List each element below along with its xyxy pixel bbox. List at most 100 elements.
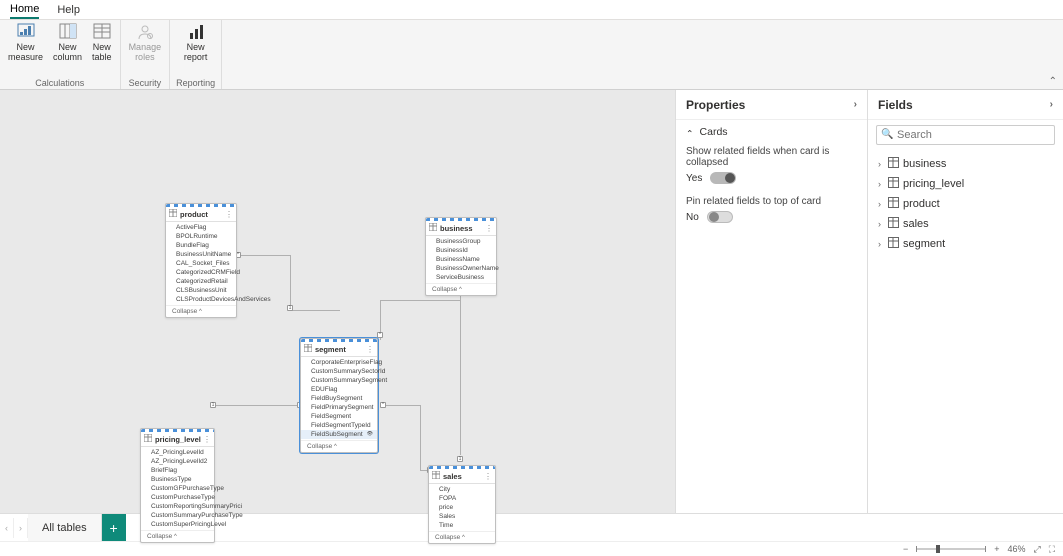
card-field[interactable]: CustomReportingSummaryPrici (141, 502, 214, 511)
status-bar: − + 46% ⤢ ⛶ (0, 541, 1063, 556)
report-icon (187, 23, 205, 41)
card-field[interactable]: FieldSegment (301, 412, 377, 421)
properties-section-cards[interactable]: ⌄ Cards (686, 126, 857, 138)
field-item-segment[interactable]: ›segment (876, 234, 1055, 254)
card-field[interactable]: ActiveFlag (166, 223, 236, 232)
card-field[interactable]: CustomSummaryPurchaseType (141, 511, 214, 520)
card-field[interactable]: City (429, 485, 495, 494)
card-field[interactable]: CustomSuperPricingLevel (141, 520, 214, 529)
manage-roles-button[interactable]: Manage roles (127, 22, 164, 64)
card-product[interactable]: product ⋮ ActiveFlagBPOLRuntimeBundleFla… (165, 203, 237, 318)
column-icon (59, 23, 77, 41)
table-icon (429, 223, 437, 233)
card-pricing-collapse[interactable]: Collapse (141, 530, 214, 542)
card-segment[interactable]: segment ⋮ CorporateEnterpriseFlagCustomS… (300, 338, 378, 453)
card-field[interactable]: BusinessGroup (426, 237, 496, 246)
card-field[interactable]: BusinessType (141, 475, 214, 484)
new-table-button[interactable]: New table (90, 22, 114, 64)
zoom-slider[interactable] (916, 548, 986, 550)
prop-show-related-value: Yes (686, 173, 702, 184)
card-business-collapse[interactable]: Collapse (426, 283, 496, 295)
card-field[interactable]: FieldSubSegment👁 (301, 430, 377, 439)
prop-show-related-label: Show related fields when card is collaps… (686, 146, 857, 168)
new-measure-button[interactable]: New measure (6, 22, 45, 64)
card-field[interactable]: AZ_PricingLevelId (141, 448, 214, 457)
card-field[interactable]: CLSBusinessUnit (166, 286, 236, 295)
tabs-prev-button[interactable]: ‹ (0, 518, 14, 538)
fit-to-page-icon[interactable]: ⤢ (1033, 544, 1040, 555)
table-icon (888, 217, 899, 231)
full-screen-icon[interactable]: ⛶ (1049, 544, 1055, 555)
model-canvas[interactable]: * 1 1 * 1 * * 1 * 1 product ⋮ ActiveFlag… (0, 90, 675, 513)
card-field[interactable]: BusinessName (426, 255, 496, 264)
tabs-next-button[interactable]: › (14, 518, 28, 538)
card-field[interactable]: Sales (429, 512, 495, 521)
field-item-label: pricing_level (903, 178, 964, 190)
menu-home[interactable]: Home (10, 1, 39, 19)
card-business-menu[interactable]: ⋮ (485, 224, 493, 233)
card-field[interactable]: BundleFlag (166, 241, 236, 250)
new-measure-label: New measure (8, 43, 43, 63)
field-item-pricing_level[interactable]: ›pricing_level (876, 174, 1055, 194)
expand-icon: › (878, 239, 888, 249)
card-field[interactable]: CLSProductDevicesAndServices (166, 295, 236, 304)
card-field[interactable]: BusinessUnitName (166, 250, 236, 259)
card-field[interactable]: CustomSummarySectorId (301, 367, 377, 376)
card-field[interactable]: FieldBuySegment (301, 394, 377, 403)
card-field[interactable]: CustomSummarySegment (301, 376, 377, 385)
toggle-pin-related[interactable] (707, 211, 733, 223)
card-field[interactable]: Time (429, 521, 495, 530)
prop-pin-related-label: Pin related fields to top of card (686, 196, 857, 207)
table-icon (304, 344, 312, 354)
zoom-out-button[interactable]: − (903, 544, 908, 554)
card-field[interactable]: BusinessOwnerName (426, 264, 496, 273)
card-field[interactable]: CAL_Socket_Files (166, 259, 236, 268)
table-icon (93, 23, 111, 41)
card-product-collapse[interactable]: Collapse (166, 305, 236, 317)
field-item-business[interactable]: › business (876, 154, 1055, 174)
card-field[interactable]: ServiceBusiness (426, 273, 496, 282)
card-segment-menu[interactable]: ⋮ (366, 345, 374, 354)
card-pricing-menu[interactable]: ⋮ (203, 435, 211, 444)
card-field[interactable]: CustomGFPurchaseType (141, 484, 214, 493)
add-tab-button[interactable]: + (102, 514, 126, 541)
ribbon-reporting-label: Reporting (176, 78, 215, 88)
card-field[interactable]: BusinessId (426, 246, 496, 255)
card-field[interactable]: FOPA (429, 494, 495, 503)
field-item-sales[interactable]: ›sales (876, 214, 1055, 234)
fields-collapse-icon[interactable]: › (1050, 99, 1053, 110)
menu-help[interactable]: Help (57, 2, 80, 18)
card-pricing-level[interactable]: pricing_level ⋮ AZ_PricingLevelIdAZ_Pric… (140, 428, 215, 543)
field-item-product[interactable]: ›product (876, 194, 1055, 214)
new-column-button[interactable]: New column (51, 22, 84, 64)
card-field[interactable]: CategorizedCRMField (166, 268, 236, 277)
field-item-label: business (903, 158, 946, 170)
card-business[interactable]: business ⋮ BusinessGroupBusinessIdBusine… (425, 217, 497, 296)
card-sales-menu[interactable]: ⋮ (484, 472, 492, 481)
card-product-title: product (180, 210, 225, 219)
tab-all-tables[interactable]: All tables (28, 514, 102, 541)
card-field[interactable]: AZ_PricingLevelId2 (141, 457, 214, 466)
expand-icon: › (878, 159, 888, 169)
new-report-button[interactable]: New report (182, 22, 210, 64)
properties-collapse-icon[interactable]: › (854, 99, 857, 110)
card-field[interactable]: BPOLRuntime (166, 232, 236, 241)
card-field[interactable]: price (429, 503, 495, 512)
card-field[interactable]: FieldSegmentTypeId (301, 421, 377, 430)
card-field[interactable]: FieldPrimarySegment (301, 403, 377, 412)
ribbon-collapse-icon[interactable]: ⌃ (1049, 76, 1057, 87)
card-sales[interactable]: sales ⋮ CityFOPApriceSalesTime Collapse (428, 465, 496, 544)
fields-search-input[interactable] (876, 125, 1055, 145)
card-field[interactable]: BriefFlag (141, 466, 214, 475)
measure-icon (17, 23, 35, 41)
zoom-in-button[interactable]: + (994, 544, 999, 554)
card-product-menu[interactable]: ⋮ (225, 210, 233, 219)
card-segment-collapse[interactable]: Collapse (301, 440, 377, 452)
card-field[interactable]: CorporateEnterpriseFlag (301, 358, 377, 367)
card-field[interactable]: EDUFlag (301, 385, 377, 394)
zoom-value: 46% (1007, 544, 1025, 554)
toggle-show-related[interactable] (710, 172, 736, 184)
card-field[interactable]: CustomPurchaseType (141, 493, 214, 502)
card-sales-collapse[interactable]: Collapse (429, 531, 495, 543)
card-field[interactable]: CategorizedRetail (166, 277, 236, 286)
